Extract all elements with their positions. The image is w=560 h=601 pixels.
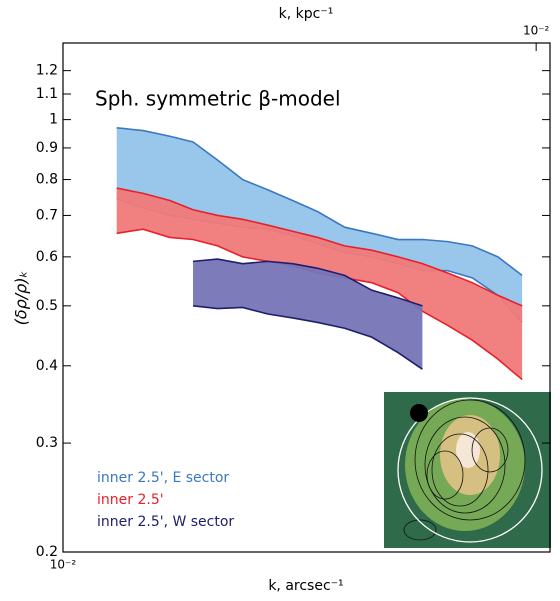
band-upper: [116, 187, 523, 307]
legend-entry: inner 2.5', W sector: [97, 514, 234, 530]
band-lower: [192, 305, 423, 370]
inset-dot: [410, 404, 428, 422]
band-fill: [116, 127, 523, 323]
band-upper: [192, 258, 423, 307]
inset-image: [384, 392, 551, 548]
y-tick-label: 0.4: [36, 358, 58, 374]
legend-entry: inner 2.5', E sector: [97, 470, 229, 486]
inset-contour: [471, 427, 509, 473]
y-tick-label: 0.8: [36, 172, 58, 188]
inset-contour: [424, 416, 506, 514]
inset-contour: [431, 433, 489, 507]
y-tick-label: 0.6: [36, 249, 58, 265]
y-tick-label: 0.3: [36, 435, 58, 451]
annotation: Sph. symmetric β-model: [95, 87, 341, 111]
y-tick-label: 0.2: [36, 544, 58, 560]
band-upper: [116, 127, 523, 277]
inset-contour: [414, 399, 526, 521]
inset-core: [456, 432, 480, 468]
y-tick-label: 0.7: [36, 207, 58, 223]
inset-circle: [397, 397, 543, 543]
band-fill: [116, 188, 523, 380]
inset-contour: [426, 450, 464, 500]
x2-axis-label: k, kpc⁻¹: [279, 6, 334, 22]
x-axis-label: k, arcsec⁻¹: [268, 578, 343, 594]
y-tick-label: 1.1: [36, 86, 58, 102]
y-tick-label: 0.5: [36, 298, 58, 314]
x-tick-label: 10⁻²: [50, 558, 77, 572]
y-axis-label: (δρ/ρ)ₖ: [12, 271, 31, 326]
y-tick-label: 0.9: [36, 140, 58, 156]
y-tick-label: 1: [49, 112, 58, 128]
y-tick-label: 1.2: [36, 63, 58, 79]
legend-entry: inner 2.5': [97, 492, 164, 508]
inset-contour: [403, 519, 437, 541]
plot-frame: [62, 42, 551, 553]
x2-tick-label: 10⁻²: [523, 24, 550, 38]
